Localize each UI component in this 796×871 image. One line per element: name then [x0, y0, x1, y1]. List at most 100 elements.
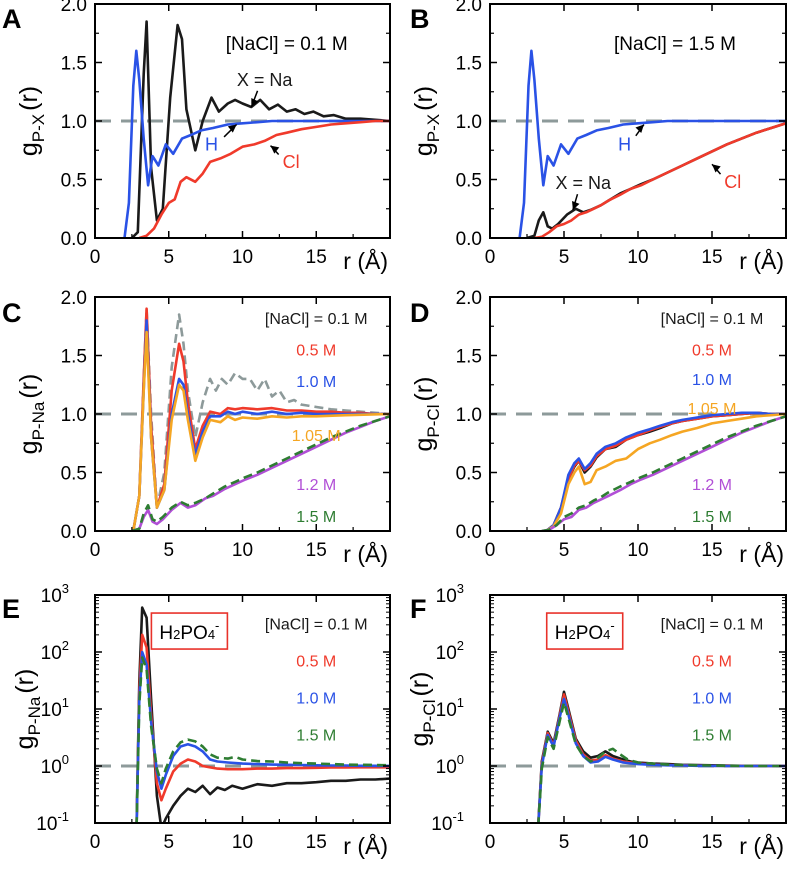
- annotation-arrowhead: [635, 124, 644, 134]
- y-tick-label: 2.0: [456, 0, 482, 16]
- y-tick-label: 101: [41, 695, 69, 721]
- y-tick-label: 100: [41, 752, 69, 778]
- x-tick-label: 5: [559, 247, 570, 268]
- y-tick-label: 0.0: [456, 229, 482, 250]
- y-tick-label: 1.0: [456, 112, 482, 133]
- panel-label: C: [2, 298, 22, 328]
- legend-entry: 1.0 M: [692, 372, 732, 389]
- x-tick-label: 0: [485, 540, 496, 561]
- legend-entry: 0.5 M: [692, 343, 732, 360]
- y-tick-label: 102: [436, 638, 464, 664]
- x-tick-label: 0: [485, 247, 496, 268]
- x-tick-label: 5: [163, 540, 174, 561]
- series-line-1-5-m: [135, 656, 390, 823]
- y-axis-label: gP-Na(r): [11, 669, 44, 750]
- y-tick-label: 1.5: [456, 54, 482, 75]
- y-tick-label: 1.0: [61, 405, 87, 426]
- y-tick-label: 0.0: [456, 522, 482, 543]
- legend-entry: 1.5 M: [296, 728, 336, 745]
- series-group: [135, 606, 390, 823]
- series-group: [131, 307, 390, 531]
- x-tick-label: 0: [90, 832, 101, 853]
- annotation-arrowhead: [227, 124, 237, 133]
- series-line-1-5-m: [541, 415, 786, 531]
- series-line-cl: [534, 122, 786, 238]
- concentration-header: [NaCl] = 1.5 M: [614, 34, 736, 55]
- series-line-x-na: [130, 20, 390, 238]
- x-axis-label: r (Å): [739, 247, 784, 274]
- y-tick-label: 0.5: [456, 464, 482, 485]
- x-tick-label: 10: [232, 540, 253, 561]
- panel-label: E: [2, 594, 20, 624]
- series-line-h: [123, 49, 390, 238]
- x-tick-label: 10: [627, 247, 648, 268]
- legend-entry: [NaCl] = 0.1 M: [265, 617, 368, 634]
- legend-entry: 1.05 M: [292, 428, 341, 445]
- series-line-h: [518, 49, 786, 238]
- x-tick-label: 5: [163, 247, 174, 268]
- concentration-header: [NaCl] = 0.1 M: [226, 34, 348, 55]
- annotation-arrowhead: [270, 145, 280, 154]
- series-annotation: X = Na: [555, 173, 612, 193]
- legend-entry: 1.5 M: [692, 509, 732, 526]
- legend-entry: 1.0 M: [296, 374, 336, 391]
- panel-a: 0 5 10 15 0.0 0.5 1.0 1.5 2.0 r (Å) gP-X(r) A [NaCl]…: [2, 0, 391, 274]
- series-group: [541, 411, 786, 531]
- legend-entry: 1.5 M: [692, 728, 732, 745]
- legend-entry: [NaCl] = 0.1 M: [661, 311, 764, 328]
- series-annotation: H: [205, 134, 218, 154]
- panel-f: 0 5 10 15 10-1 100 101 102 103 r (Å) gP-Cl(r) F [NaC…: [406, 581, 787, 859]
- x-tick-label: 0: [90, 247, 101, 268]
- y-tick-label: 0.5: [61, 171, 87, 192]
- legend-entry: 1.2 M: [692, 477, 732, 494]
- x-axis-label: r (Å): [343, 832, 388, 859]
- x-axis-label: r (Å): [343, 247, 388, 274]
- y-tick-label: 10-1: [36, 809, 69, 835]
- species-label: H2PO4-: [159, 618, 219, 644]
- x-tick-label: 15: [701, 832, 722, 853]
- y-tick-label: 1.5: [456, 347, 482, 368]
- series-line-1-5-m: [131, 415, 390, 531]
- series-line-1-0-m: [135, 650, 390, 823]
- legend-entry: 0.5 M: [296, 343, 336, 360]
- y-tick-label: 10-1: [431, 809, 464, 835]
- series-group: [518, 49, 786, 238]
- legend-entry: 1.5 M: [296, 509, 336, 526]
- y-axis-label: gP-Na(r): [15, 374, 48, 455]
- species-box: [150, 612, 229, 650]
- x-axis-label: r (Å): [343, 540, 388, 567]
- panel-b: 0 5 10 15 0.0 0.5 1.0 1.5 2.0 r (Å) gP-X(r) B [NaCl]…: [410, 0, 787, 274]
- y-tick-label: 1.5: [61, 54, 87, 75]
- legend-entry: [NaCl] = 0.1 M: [661, 617, 764, 634]
- x-tick-label: 5: [559, 540, 570, 561]
- y-tick-label: 100: [436, 752, 464, 778]
- annotation-arrowhead: [251, 98, 259, 107]
- legend-entry: 1.2 M: [296, 477, 336, 494]
- panel-label: A: [2, 4, 22, 34]
- x-tick-label: 10: [627, 540, 648, 561]
- y-tick-label: 102: [41, 638, 69, 664]
- y-tick-label: 2.0: [61, 0, 87, 16]
- y-axis-label: gP-Cl(r): [410, 377, 443, 452]
- series-line-cl: [138, 119, 390, 238]
- y-tick-label: 103: [41, 581, 69, 607]
- x-tick-label: 10: [627, 832, 648, 853]
- y-tick-label: 101: [436, 695, 464, 721]
- x-tick-label: 0: [485, 832, 496, 853]
- series-line-0-5-m: [135, 633, 390, 823]
- y-tick-label: 1.5: [61, 347, 87, 368]
- species-box: [545, 612, 624, 650]
- y-axis-label: gP-Cl(r): [406, 672, 439, 747]
- legend-entry: 0.5 M: [296, 654, 336, 671]
- annotation-arrowhead: [572, 201, 580, 210]
- x-tick-label: 15: [701, 247, 722, 268]
- panel-label: B: [410, 4, 430, 34]
- series-annotation: X = Na: [237, 70, 294, 90]
- y-tick-label: 2.0: [61, 288, 87, 309]
- y-axis-label: gP-X(r): [15, 86, 48, 156]
- x-tick-label: 5: [559, 832, 570, 853]
- x-tick-label: 15: [306, 540, 327, 561]
- series-annotation: H: [618, 134, 631, 154]
- x-tick-label: 15: [701, 540, 722, 561]
